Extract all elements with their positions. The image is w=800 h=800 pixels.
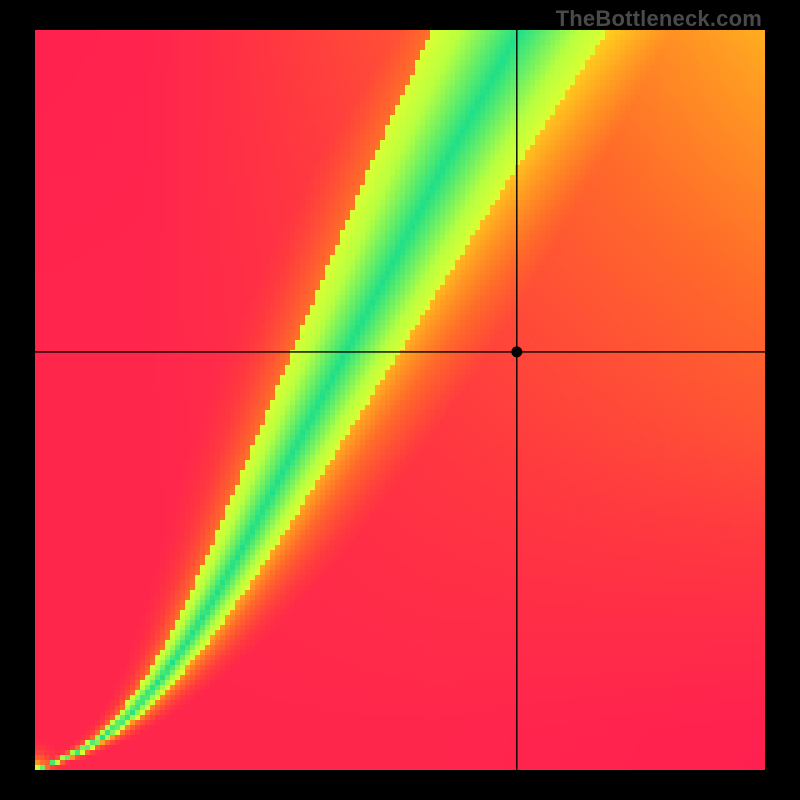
watermark-text: TheBottleneck.com <box>556 6 762 32</box>
heatmap-canvas <box>35 30 765 770</box>
heatmap-plot <box>35 30 765 770</box>
